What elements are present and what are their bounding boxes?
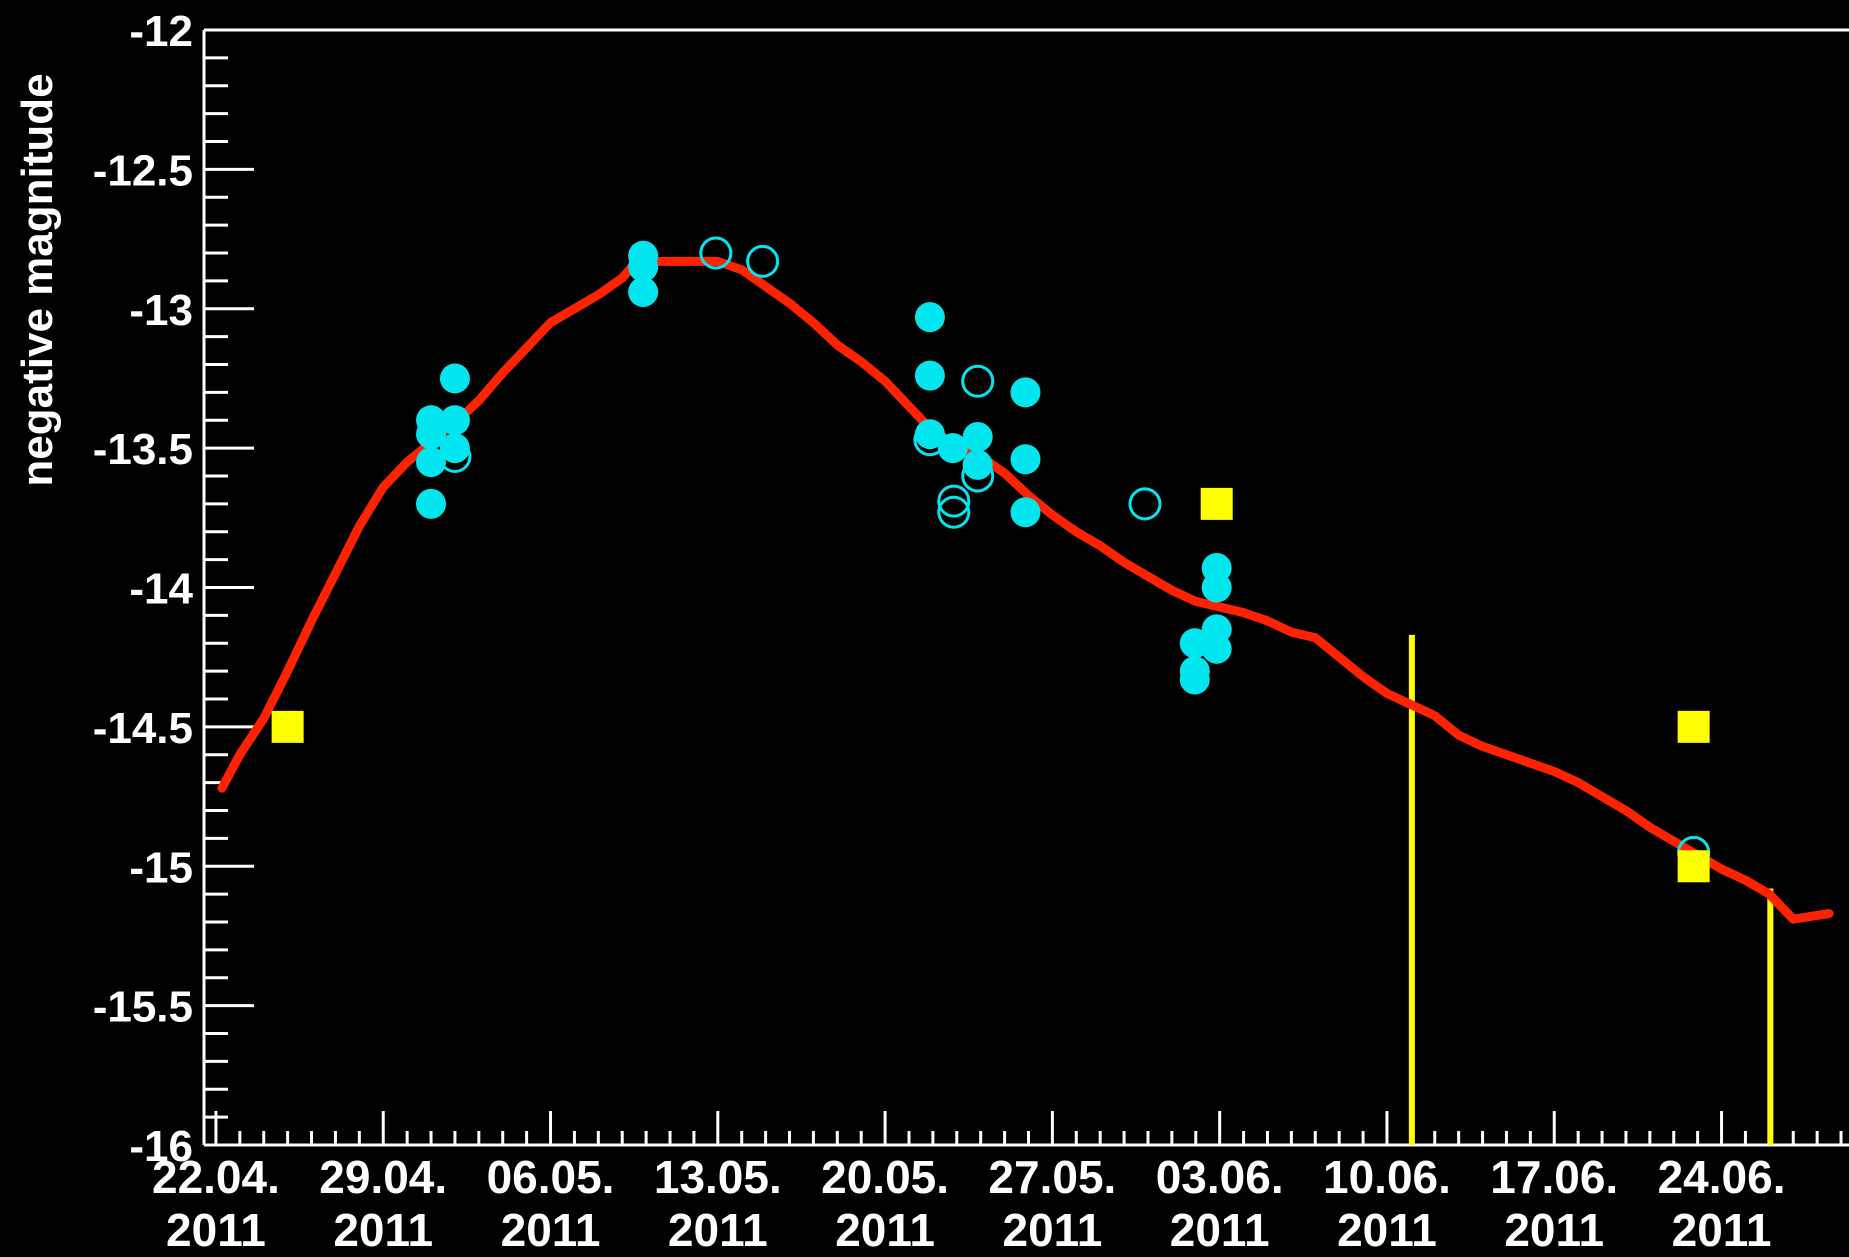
cyan-filled-point [439, 433, 470, 464]
cyan-filled-point [1010, 444, 1041, 475]
x-tick-label-date: 24.06. [1658, 1151, 1786, 1203]
cyan-open-point [1128, 487, 1162, 521]
yellow-square-point [1200, 487, 1233, 520]
x-tick-label-date: 06.05. [487, 1151, 615, 1203]
x-tick-label-year: 2011 [1170, 1204, 1270, 1256]
cyan-filled-point [1201, 572, 1232, 603]
cyan-filled-point [962, 449, 993, 480]
x-tick-label-date: 13.05. [654, 1151, 782, 1203]
yellow-vertical-lines [1408, 634, 1774, 1145]
red-fit-curve [217, 256, 1834, 924]
cyan-open-point [937, 484, 971, 518]
y-tick-label: -12.5 [93, 146, 193, 195]
cyan-open-point [961, 364, 995, 398]
x-axis-ticks: 22.04.201129.04.201106.05.201113.05.2011… [152, 1111, 1843, 1256]
cyan-filled-point [439, 363, 470, 394]
yellow-square-point [271, 710, 304, 743]
x-tick-label-date: 27.05. [988, 1151, 1116, 1203]
cyan-filled-point [416, 447, 447, 478]
cyan-open-point [913, 423, 947, 457]
y-tick-label: -13 [129, 286, 193, 335]
x-tick-label-year: 2011 [501, 1204, 601, 1256]
cyan-open-point [438, 439, 472, 473]
cyan-open-point [937, 495, 971, 529]
x-tick-label-date: 22.04. [152, 1151, 280, 1203]
x-tick-label-year: 2011 [835, 1204, 935, 1256]
cyan-filled-point [628, 251, 659, 282]
cyan-filled-point [962, 421, 993, 452]
x-tick-label-year: 2011 [1504, 1204, 1604, 1256]
cyan-filled-point [1010, 497, 1041, 528]
x-tick-label-year: 2011 [1672, 1204, 1772, 1256]
cyan-filled-point [1201, 633, 1232, 664]
x-tick-label-year: 2011 [668, 1204, 768, 1256]
yellow-square-point [1677, 710, 1710, 743]
x-tick-label-date: 10.06. [1323, 1151, 1451, 1203]
y-axis-ticks: -12 -12.5 -13 -13.5 -14 -14.5 -15 -15.5 -16 [93, 7, 254, 1171]
cyan-filled-point [439, 405, 470, 436]
x-tick-label-year: 2011 [333, 1204, 433, 1256]
x-tick-label-year: 2011 [1002, 1204, 1102, 1256]
cyan-filled-point [1179, 664, 1210, 695]
y-axis-title: negative magnitude [13, 73, 62, 486]
x-tick-label-date: 20.05. [821, 1151, 949, 1203]
y-tick-label: -14.5 [93, 704, 193, 753]
x-tick-label-date: 03.06. [1156, 1151, 1284, 1203]
x-tick-label-date: 17.06. [1490, 1151, 1618, 1203]
cyan-filled-point [1010, 377, 1041, 408]
y-tick-label: -15 [129, 843, 193, 892]
cyan-open-point [699, 236, 733, 270]
y-tick-label: -14 [129, 565, 193, 614]
x-tick-label-year: 2011 [166, 1204, 266, 1256]
data-points [271, 236, 1711, 883]
y-tick-label: -15.5 [93, 983, 193, 1032]
yellow-square-point [1677, 850, 1710, 883]
cyan-open-point [961, 459, 995, 493]
cyan-filled-point [914, 302, 945, 333]
cyan-filled-point [416, 488, 447, 519]
cyan-filled-point [914, 360, 945, 391]
y-tick-label: -13.5 [93, 425, 193, 474]
red-fit-line [217, 256, 1834, 924]
cyan-filled-point [416, 419, 447, 450]
y-tick-label: -16 [129, 1122, 193, 1171]
x-tick-label-year: 2011 [1337, 1204, 1437, 1256]
cyan-open-point [746, 244, 780, 278]
x-tick-label-date: 29.04. [319, 1151, 447, 1203]
y-tick-label: -12 [129, 7, 193, 56]
cyan-filled-point [628, 277, 659, 308]
